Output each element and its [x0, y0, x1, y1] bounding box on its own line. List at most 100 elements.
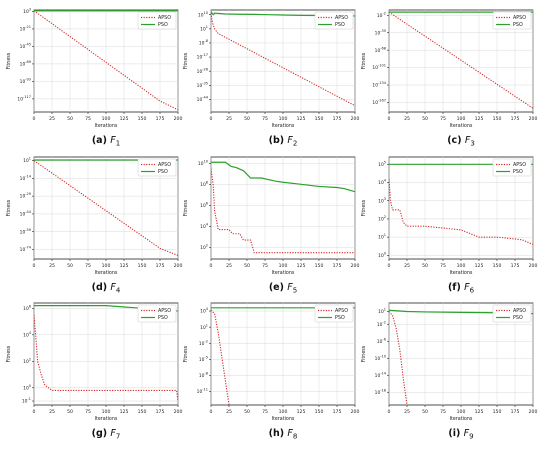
- series-group: [34, 10, 178, 111]
- y-tick-label: 108: [200, 180, 208, 188]
- legend-label-pso: PSO: [158, 22, 168, 28]
- x-tick-label: 125: [120, 116, 129, 122]
- y-tick-label: 10-35: [197, 81, 208, 89]
- x-tick-label: 75: [85, 116, 91, 122]
- x-tick-label: 50: [422, 116, 428, 122]
- x-axis-label: Iterations: [450, 270, 473, 276]
- legend-label-apso: APSO: [513, 308, 526, 314]
- y-tick-label: 104: [200, 223, 209, 231]
- x-tick-label: 175: [156, 263, 165, 269]
- x-tick-label: 150: [493, 116, 502, 122]
- x-tick-label: 0: [33, 263, 36, 269]
- x-tick-label: 175: [156, 116, 165, 122]
- legend-label-pso: PSO: [335, 315, 345, 321]
- y-tick-label: 102: [378, 215, 386, 223]
- y-axis-label: Fitness: [361, 199, 367, 216]
- y-tick-label: 10-21: [20, 25, 31, 32]
- y-tick-label: 102: [200, 244, 208, 252]
- y-tick-label: 103: [378, 197, 386, 205]
- y-tick-label: 10-74: [20, 246, 32, 254]
- series-line-apso: [211, 13, 355, 107]
- y-tick-label: 106: [23, 304, 32, 312]
- y-tick-label: 10-17: [197, 53, 208, 61]
- x-tick-label: 175: [511, 116, 520, 122]
- y-tick-label: 106: [200, 201, 209, 209]
- x-tick-label: 50: [422, 409, 428, 415]
- x-tick-label: 0: [33, 116, 36, 122]
- y-tick-label: 101: [378, 233, 386, 241]
- x-axis-label: Iterations: [272, 270, 295, 276]
- x-tick-label: 25: [404, 409, 410, 415]
- x-tick-label: 200: [351, 263, 360, 269]
- y-tick-label: 10-18: [375, 388, 386, 396]
- legend-label-pso: PSO: [513, 169, 523, 175]
- x-tick-label: 100: [102, 263, 111, 269]
- y-tick-label: 101: [378, 308, 386, 316]
- series-line-apso: [34, 314, 178, 402]
- panel-caption: (h) F8: [269, 428, 298, 441]
- y-tick-label: 10-29: [20, 192, 31, 200]
- x-tick-label: 50: [422, 263, 428, 269]
- y-tick-label: 10-2: [377, 11, 386, 19]
- y-tick-label: 1010: [198, 159, 208, 167]
- y-tick-label: 1010: [198, 11, 208, 19]
- y-tick-label: 101: [200, 25, 208, 33]
- x-tick-label: 75: [440, 409, 446, 415]
- y-axis-label: Fitness: [183, 345, 189, 362]
- y-tick-label: 10-14: [375, 371, 387, 379]
- x-tick-label: 75: [440, 116, 446, 122]
- x-tick-label: 50: [244, 263, 250, 269]
- x-tick-label: 0: [210, 116, 213, 122]
- x-tick-label: 50: [67, 116, 73, 122]
- x-tick-label: 175: [333, 409, 342, 415]
- y-tick-label: 100: [23, 384, 31, 392]
- x-tick-label: 75: [85, 409, 91, 415]
- series-line-apso: [389, 311, 408, 405]
- legend-label-apso: APSO: [158, 15, 171, 21]
- legend-label-apso: APSO: [335, 308, 348, 314]
- x-tick-label: 25: [49, 409, 55, 415]
- y-tick-label: 10-93: [20, 78, 31, 86]
- panel-caption: (i) F9: [448, 428, 473, 441]
- y-axis-label: Fitness: [6, 199, 12, 216]
- x-tick-label: 75: [85, 263, 91, 269]
- panel-caption: (a) F1: [92, 135, 120, 148]
- y-tick-label: 10-8: [199, 39, 208, 47]
- x-tick-label: 150: [138, 116, 147, 122]
- x-axis-label: Iterations: [95, 123, 118, 129]
- x-tick-label: 25: [49, 263, 55, 269]
- x-tick-label: 25: [404, 263, 410, 269]
- x-tick-label: 125: [475, 409, 484, 415]
- x-tick-label: 125: [297, 263, 306, 269]
- y-tick-label: 10-6: [377, 337, 387, 345]
- x-tick-label: 150: [315, 409, 324, 415]
- x-tick-label: 25: [49, 116, 55, 122]
- x-tick-label: 100: [279, 116, 288, 122]
- y-tick-label: 10-101: [372, 64, 386, 72]
- x-tick-label: 0: [33, 409, 36, 415]
- y-tick-label: 10-44: [197, 96, 209, 104]
- legend-label-apso: APSO: [513, 162, 526, 168]
- x-tick-label: 150: [315, 263, 324, 269]
- x-tick-label: 50: [244, 409, 250, 415]
- x-tick-label: 100: [279, 263, 288, 269]
- panel-f: 0 25 50 75 100 125 150 175 200 105 104 103 102 101 100…: [361, 156, 537, 295]
- x-tick-label: 125: [297, 409, 306, 415]
- x-tick-label: 175: [156, 409, 165, 415]
- x-tick-label: 0: [210, 409, 213, 415]
- panel-e: 0 25 50 75 100 125 150 175 200 1010 108 106 104 102 It…: [183, 156, 360, 295]
- panel-caption: (d) F4: [92, 282, 121, 295]
- x-tick-label: 200: [174, 409, 183, 415]
- y-tick-label: 10-167: [372, 99, 386, 107]
- y-tick-label: 10-45: [20, 43, 31, 51]
- x-tick-label: 100: [457, 263, 466, 269]
- x-tick-label: 150: [493, 409, 502, 415]
- y-tick-label: 10-14: [20, 174, 32, 182]
- x-tick-label: 125: [297, 116, 306, 122]
- panel-caption: (c) F3: [447, 135, 475, 148]
- x-axis-label: Iterations: [450, 123, 473, 129]
- x-axis-label: Iterations: [272, 416, 295, 422]
